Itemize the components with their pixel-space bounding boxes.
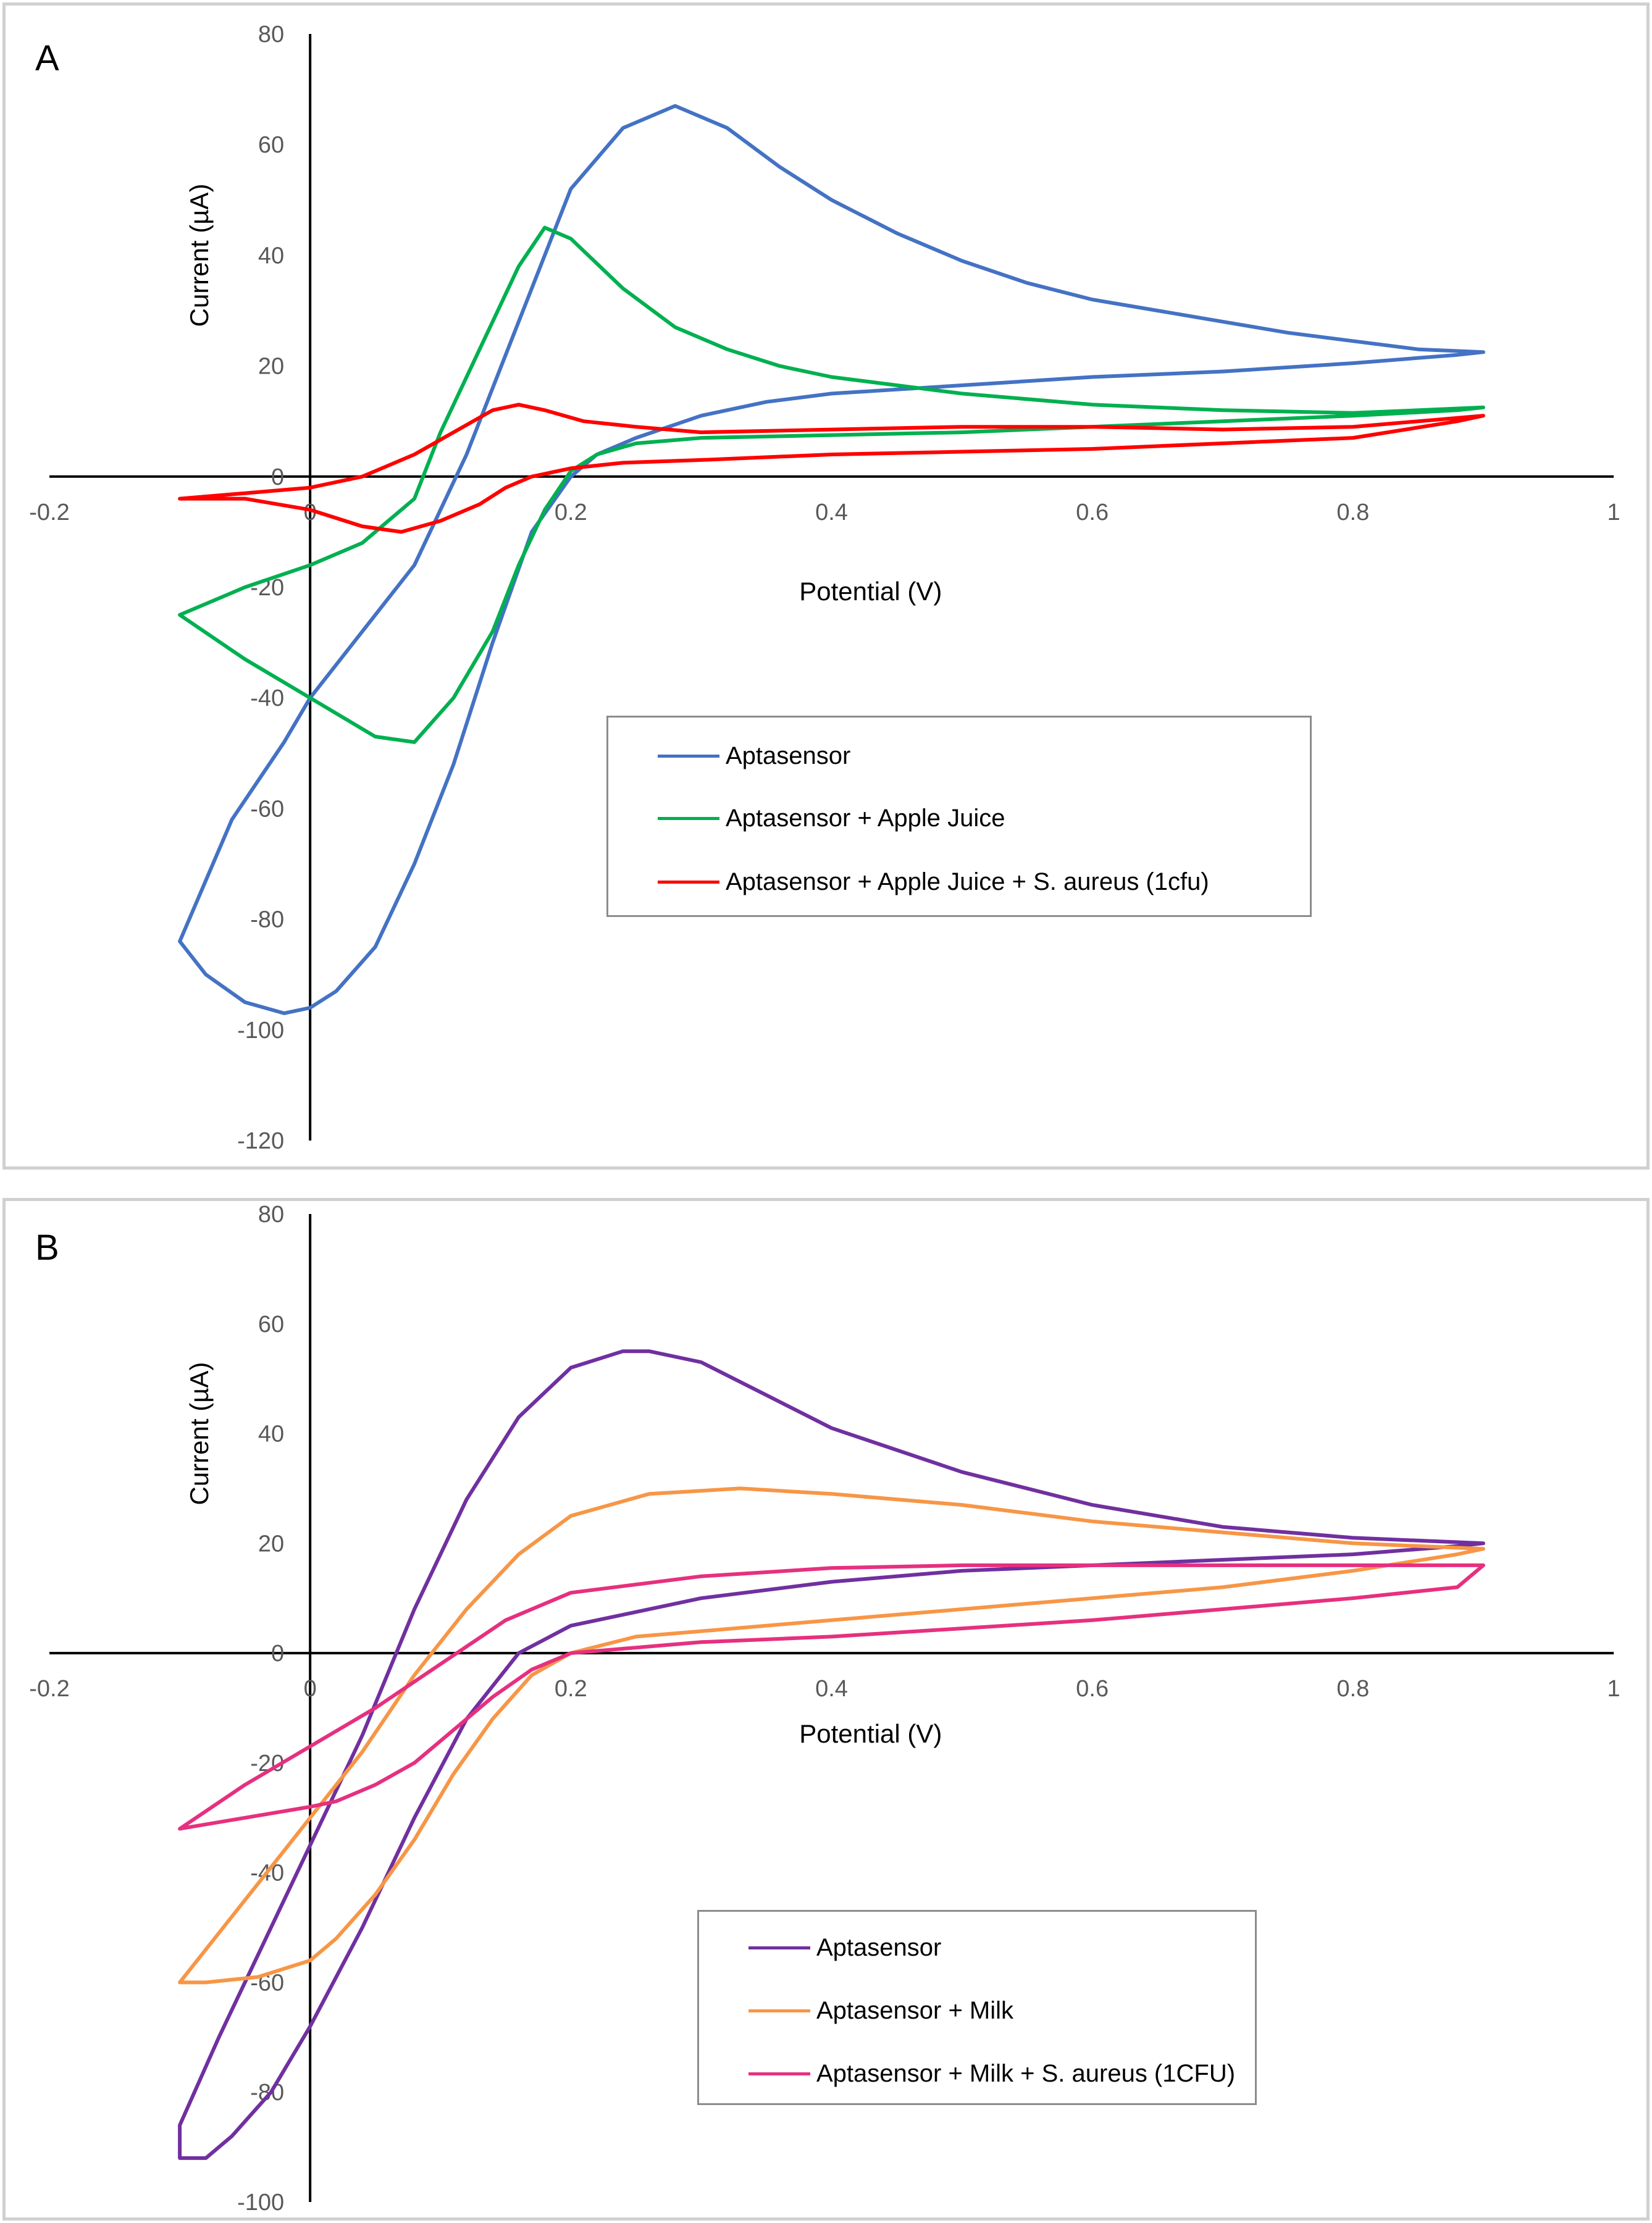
y-axis-title: Current (µA) [185,1362,214,1505]
legend-label: Aptasensor + Milk + S. aureus (1CFU) [816,2059,1236,2087]
x-tick-label: 0 [304,1676,317,1702]
series-line [178,1486,1485,1985]
chart-canvas-a: -0.2 0 0.2 0.4 0.6 0.8 1806040200-20-40-60-80-… [29,22,1620,1154]
y-tick-label: 40 [258,243,284,269]
y-tick-label: 80 [258,1202,284,1228]
legend-label: Aptasensor [726,742,851,769]
y-tick-label: 60 [258,1312,284,1338]
legend-label: Aptasensor + Apple Juice + S. aureus (1c… [726,868,1209,895]
y-tick-label: 80 [258,22,284,48]
x-tick-label: 1 [1607,500,1620,525]
x-tick-label: 0.4 [815,1676,848,1702]
x-tick-label: 0.2 [555,1676,587,1702]
x-tick-label: 0.8 [1336,500,1369,525]
chart-canvas-b: -0.2 0 0.2 0.4 0.6 0.8 1806040200-20-40-60-80-… [29,1202,1620,2216]
panel-label: A [35,38,59,78]
panel-label: B [35,1228,59,1268]
y-tick-label: -80 [250,2080,284,2106]
series-line [178,1349,1485,2160]
legend-swatch [658,754,719,758]
y-tick-label: -80 [250,907,284,933]
y-tick-label: 0 [271,464,284,490]
legend-swatch [658,880,719,884]
y-tick-label: -120 [237,1128,284,1154]
legend-swatch [658,816,719,820]
y-tick-label: 20 [258,1531,284,1557]
y-axis-title: Current (µA) [185,183,214,327]
legend-item: Aptasensor [658,737,850,774]
x-tick-label: 0.6 [1076,500,1109,525]
series-line [178,225,1485,744]
y-tick-label: -100 [237,1018,284,1044]
legend-label: Aptasensor + Milk [816,1996,1014,2024]
legend-label: Aptasensor + Apple Juice [726,804,1005,832]
x-tick-label: 0.4 [815,500,848,525]
legend: Aptasensor Aptasensor + Apple Juice Apta… [606,716,1312,917]
series-line [178,104,1485,1015]
x-tick-label: 0 [304,500,317,525]
x-tick-label: 0.6 [1076,1676,1109,1702]
legend-item: Aptasensor + Milk + S. aureus (1CFU) [748,2055,1235,2092]
legend-swatch [748,1946,810,1949]
chart-panel-b: -0.2 0 0.2 0.4 0.6 0.8 1 80 60 40 20 0 -20 -40 -60 -80-… [2,1198,1650,2221]
x-tick-label: -0.2 [29,500,69,525]
x-tick-label: 0.8 [1336,1676,1369,1702]
x-axis-title: Potential (V) [799,1719,942,1748]
legend-swatch [748,2072,810,2075]
y-tick-label: 0 [271,1641,284,1667]
legend-item: Aptasensor + Apple Juice + S. aureus (1c… [658,863,1209,900]
legend-label: Aptasensor [816,1933,942,1961]
y-tick-label: -40 [250,685,284,711]
series-line [178,403,1485,534]
x-axis-title: Potential (V) [799,577,942,606]
legend-item: Aptasensor [748,1929,941,1966]
legend-item: Aptasensor + Apple Juice [658,800,1005,837]
x-tick-label: -0.2 [29,1676,69,1702]
legend: Aptasensor Aptasensor + Milk Aptasensor … [697,1910,1257,2105]
y-tick-label: 60 [258,132,284,158]
x-tick-label: 1 [1607,1676,1620,1702]
series-line [178,1563,1485,1831]
y-tick-label: 20 [258,354,284,380]
y-tick-label: -100 [237,2190,284,2216]
chart-panel-a: -0.2 0 0.2 0.4 0.6 0.8 1 80 60 40 20 0 -20 -40 -60 -80-… [2,2,1650,1170]
legend-item: Aptasensor + Milk [748,1992,1013,2029]
y-tick-label: 40 [258,1421,284,1447]
legend-swatch [748,2009,810,2012]
y-tick-label: -60 [250,796,284,822]
x-tick-label: 0.2 [555,500,587,525]
